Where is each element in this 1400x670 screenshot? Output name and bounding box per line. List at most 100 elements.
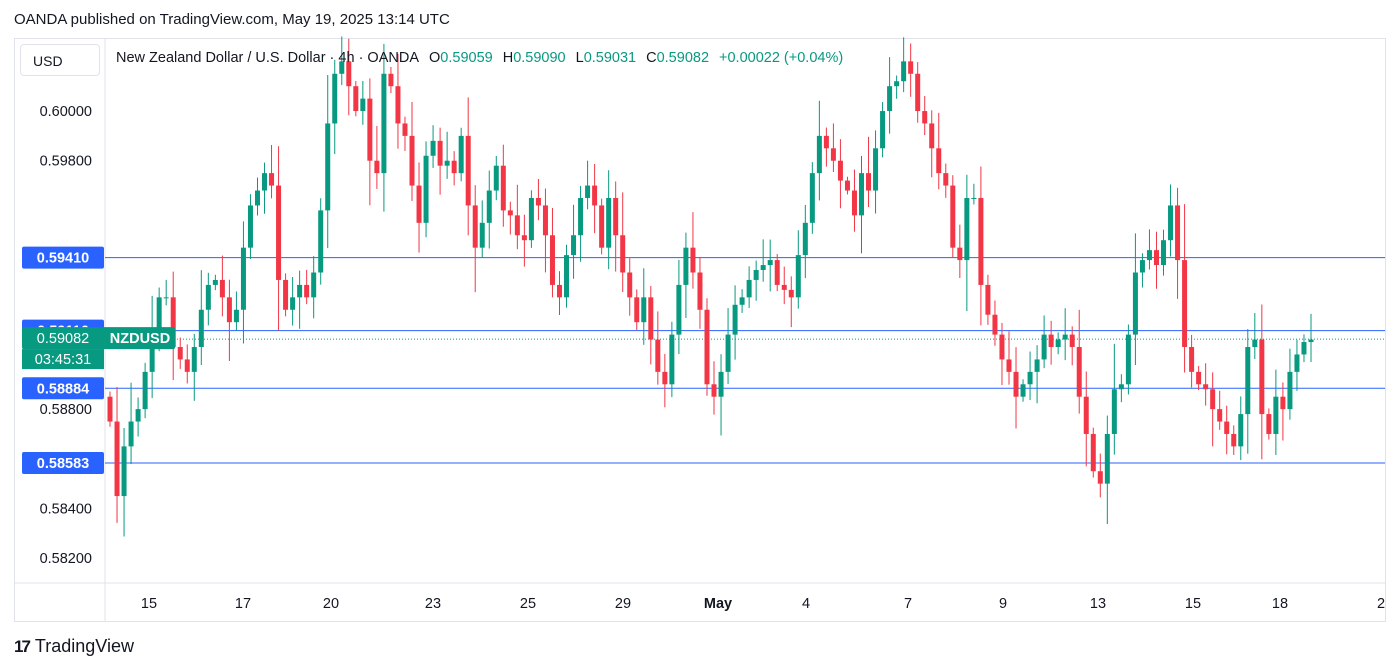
candle-body [409, 135, 415, 186]
candle-body [823, 135, 829, 149]
candle-body [830, 148, 836, 161]
x-tick-label: May [704, 596, 732, 612]
countdown-timer: 03:45:31 [35, 352, 91, 368]
candle-body [1273, 396, 1279, 434]
candle-body [725, 334, 731, 372]
candle-body [606, 197, 612, 248]
candle-body [395, 86, 401, 124]
candle-body [599, 205, 605, 248]
candle-body [156, 297, 162, 330]
candle-body [339, 61, 345, 74]
candle-body [627, 272, 633, 298]
candle-body [585, 185, 591, 198]
y-tick-label: 0.58200 [40, 551, 92, 567]
candle-body [837, 160, 843, 181]
candle-body [107, 396, 113, 422]
candle-body [753, 270, 759, 280]
candle-body [1013, 371, 1019, 397]
candle-body [1146, 250, 1152, 261]
candle-body [556, 284, 562, 298]
footer-brand[interactable]: 17 TradingView [14, 636, 134, 657]
candle-body [367, 98, 373, 161]
candle-body [430, 140, 436, 156]
x-tick-label: 15 [141, 596, 157, 612]
candle-body [493, 165, 499, 191]
currency-button[interactable]: USD [20, 44, 100, 76]
candle-body [641, 297, 647, 323]
chart-frame [14, 38, 1386, 622]
candle-body [346, 61, 352, 87]
candle-body [1139, 260, 1145, 273]
y-tick-label: 0.58400 [40, 501, 92, 517]
candle-body [1111, 389, 1117, 434]
footer-brand-label: TradingView [34, 636, 134, 656]
candle-body [1118, 384, 1124, 390]
candle-body [226, 297, 232, 323]
candle-body [479, 222, 485, 248]
candle-body [767, 260, 773, 266]
candle-body [851, 190, 857, 216]
candle-body [262, 173, 268, 191]
x-tick-label: 20 [323, 596, 339, 612]
candle-body [1301, 342, 1307, 355]
candle-body [451, 160, 457, 174]
candle-body [1308, 339, 1314, 343]
legend-open-key: O [429, 50, 441, 66]
candle-body [1153, 250, 1159, 266]
candle-body [297, 284, 303, 298]
legend-open-value: 0.59059 [440, 50, 493, 66]
candle-body [1189, 347, 1195, 372]
candle-body [1055, 339, 1061, 348]
candle-body [788, 289, 794, 298]
candle-body [1266, 414, 1272, 434]
level-label-box [22, 377, 104, 400]
candle-body [964, 197, 970, 261]
candle-body [198, 309, 204, 348]
candle-body [1231, 433, 1237, 447]
candle-body [1034, 359, 1040, 372]
y-tick-label: 0.60000 [40, 104, 92, 120]
candle-body [929, 123, 935, 149]
candle-body [212, 279, 218, 285]
candle-body [549, 235, 555, 285]
candle-body [620, 235, 626, 273]
candle-body [290, 297, 296, 310]
candle-body [528, 197, 534, 241]
candle-body [732, 304, 738, 335]
candle-body [149, 329, 155, 372]
symbol-label: NZDUSD [110, 331, 170, 347]
candle-body [1048, 334, 1054, 348]
candle-body [739, 297, 745, 305]
candle-body [121, 446, 127, 497]
chart-legend: New Zealand Dollar / U.S. Dollar · 4h · … [116, 50, 843, 66]
candle-body [866, 173, 872, 191]
x-tick-label: 2 [1377, 596, 1385, 612]
candle-body [304, 284, 310, 298]
candle-body [472, 205, 478, 248]
candle-body [542, 205, 548, 236]
candle-body [318, 210, 324, 273]
candle-body [374, 160, 380, 174]
candle-body [1224, 421, 1230, 434]
candle-body [311, 272, 317, 298]
candle-body [564, 255, 570, 298]
candle-body [669, 334, 675, 385]
x-tick-label: 23 [425, 596, 441, 612]
legend-high-value: 0.59090 [513, 50, 566, 66]
candle-body [1020, 384, 1026, 397]
legend-close-key: C [646, 50, 657, 66]
candle-body [1041, 334, 1047, 360]
candle-body [690, 247, 696, 273]
candle-body [388, 73, 394, 87]
candle-body [444, 160, 450, 166]
candle-body [1259, 339, 1265, 415]
candle-body [507, 210, 513, 216]
candle-body [943, 173, 949, 186]
candle-body [859, 173, 865, 216]
candle-body [360, 98, 366, 112]
candle-body [437, 140, 443, 166]
candle-body [240, 247, 246, 310]
candle-body [1182, 260, 1188, 348]
candle-body [269, 173, 275, 186]
